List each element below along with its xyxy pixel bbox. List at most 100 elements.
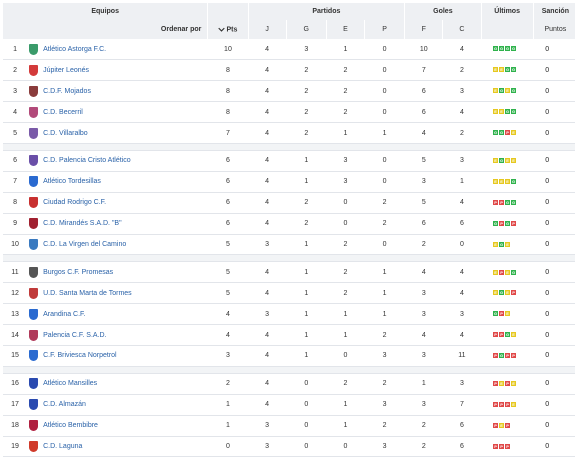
result-badge: P — [499, 401, 505, 407]
team-cell[interactable]: Júpiter Leonés — [27, 59, 208, 82]
table-row[interactable]: 10 C.D. La Virgen del Camino 5 3 1 2 0 2 0 E G E 0 — [3, 234, 575, 256]
team-name-link[interactable]: Burgos C.F. Promesas — [43, 268, 114, 276]
team-cell[interactable]: C.D. Almazán — [27, 394, 208, 416]
table-row[interactable]: 12 U.D. Santa Marta de Tormes 5 4 1 2 1 3 4 E G E P 0 — [3, 282, 575, 305]
team-name-link[interactable]: Atlético Astorga F.C. — [43, 45, 107, 53]
col-e[interactable]: E — [326, 20, 366, 39]
team-name-link[interactable]: Atlético Tordesillas — [43, 178, 101, 186]
table-row[interactable]: 1 Atlético Astorga F.C. 10 4 3 1 0 10 4 G G G G 0 — [3, 39, 575, 61]
table-row[interactable]: 13 Arandina C.F. 4 3 1 1 1 3 3 G P E 0 — [3, 303, 575, 326]
drawn-cell: 1 — [326, 122, 365, 144]
col-f[interactable]: F — [404, 20, 444, 39]
team-name-link[interactable]: C.D. Villaralbo — [43, 129, 88, 137]
position-cell: 11 — [3, 261, 28, 284]
played-cell: 4 — [248, 282, 287, 305]
result-badge: G — [499, 353, 505, 359]
points-cell: 8 — [207, 101, 249, 124]
col-j[interactable]: J — [248, 20, 287, 39]
penalty-points-cell: 0 — [533, 394, 575, 416]
table-row[interactable]: 4 C.D. Becerril 8 4 2 2 0 6 4 E E G G 0 — [3, 101, 575, 124]
col-c[interactable]: C — [442, 20, 482, 39]
table-row[interactable]: 8 Ciudad Rodrigo C.F. 6 4 2 0 2 5 4 P P G G 0 — [3, 192, 575, 214]
team-name-link[interactable]: C.D. Palencia Cristo Atlético — [43, 157, 131, 165]
table-row[interactable]: 14 Palencia C.F. S.A.D. 4 4 1 1 2 4 4 P P G E 0 — [3, 324, 575, 346]
table-row[interactable]: 5 C.D. Villaralbo 7 4 2 1 1 4 2 G G P E 0 — [3, 122, 575, 144]
result-badge: P — [499, 443, 505, 449]
table-row[interactable]: 15 C.F. Briviesca Norpetrol 3 4 1 0 3 3 11 P G P P 0 — [3, 345, 575, 367]
team-cell[interactable]: C.D. Becerril — [27, 101, 208, 124]
col-g[interactable]: G — [286, 20, 327, 39]
goals-for-cell: 6 — [404, 101, 443, 124]
team-name-link[interactable]: C.D. Almazán — [43, 401, 86, 409]
table-row[interactable]: 16 Atlético Mansilles 2 4 0 2 2 1 3 P E P E 0 — [3, 373, 575, 395]
team-cell[interactable]: C.D. Villaralbo — [27, 122, 208, 144]
table-row[interactable]: 17 C.D. Almazán 1 4 0 1 3 3 7 P P P E 0 — [3, 394, 575, 416]
position-cell: 17 — [3, 394, 28, 416]
team-name-link[interactable]: Atlético Mansilles — [43, 380, 98, 388]
position-cell: 13 — [3, 303, 28, 326]
position-cell: 4 — [3, 101, 28, 124]
played-cell: 4 — [248, 373, 287, 395]
header-row-groups: Equipos Partidos Goles Últimos Sanción — [3, 3, 575, 20]
team-name-link[interactable]: Júpiter Leonés — [43, 66, 90, 74]
table-row[interactable]: 18 Atlético Bembibre 1 3 0 1 2 2 6 P E P 0 — [3, 415, 575, 437]
table-row[interactable]: 2 Júpiter Leonés 8 4 2 2 0 7 2 E E G G 0 — [3, 59, 575, 82]
team-cell[interactable]: Atlético Mansilles — [27, 373, 208, 395]
team-cell[interactable]: C.D.F. Mojados — [27, 80, 208, 103]
team-name-link[interactable]: C.D. Laguna — [43, 442, 83, 450]
team-name-link[interactable]: C.D.F. Mojados — [43, 87, 91, 95]
team-name-link[interactable]: C.D. La Virgen del Camino — [43, 240, 127, 248]
table-row[interactable]: 11 Burgos C.F. Promesas 5 4 1 2 1 4 4 E P E G 0 — [3, 261, 575, 284]
goals-against-cell: 2 — [442, 59, 482, 82]
drawn-cell: 0 — [326, 436, 365, 458]
table-row[interactable]: 9 C.D. Mirandés S.A.D. "B" 6 4 2 0 2 6 6 G P G P 0 — [3, 213, 575, 235]
team-name-link[interactable]: Atlético Bembibre — [43, 422, 98, 430]
col-p[interactable]: P — [364, 20, 406, 39]
result-badge: P — [505, 443, 511, 449]
lost-cell: 2 — [364, 415, 405, 437]
drawn-cell: 1 — [326, 303, 365, 326]
team-cell[interactable]: Ciudad Rodrigo C.F. — [27, 192, 208, 214]
team-cell[interactable]: C.F. Briviesca Norpetrol — [27, 345, 208, 367]
team-cell[interactable]: Atlético Astorga F.C. — [27, 39, 208, 61]
played-cell: 3 — [248, 303, 287, 326]
team-crest-icon — [29, 399, 39, 411]
team-cell[interactable]: Arandina C.F. — [27, 303, 208, 326]
team-name-link[interactable]: Arandina C.F. — [43, 310, 86, 318]
team-cell[interactable]: Palencia C.F. S.A.D. — [27, 324, 208, 346]
lost-cell: 2 — [364, 213, 405, 235]
result-badge: P — [505, 401, 511, 407]
result-badge: P — [499, 332, 505, 338]
team-name-link[interactable]: Palencia C.F. S.A.D. — [43, 331, 107, 339]
result-badge: G — [499, 130, 505, 136]
team-cell[interactable]: C.D. Laguna — [27, 436, 208, 458]
team-name-link[interactable]: Ciudad Rodrigo C.F. — [43, 199, 107, 207]
team-name-link[interactable]: U.D. Santa Marta de Tormes — [43, 289, 132, 297]
team-cell[interactable]: U.D. Santa Marta de Tormes — [27, 282, 208, 305]
won-cell: 2 — [286, 101, 327, 124]
result-badge: P — [505, 422, 511, 428]
team-name-link[interactable]: C.D. Becerril — [43, 108, 83, 116]
result-badge: G — [499, 241, 505, 247]
table-row[interactable]: 19 C.D. Laguna 0 3 0 0 3 2 6 P P P 0 — [3, 436, 575, 458]
team-cell[interactable]: Burgos C.F. Promesas — [27, 261, 208, 284]
team-cell[interactable]: C.D. Palencia Cristo Atlético — [27, 150, 208, 172]
table-row[interactable]: 3 C.D.F. Mojados 8 4 2 2 0 6 3 E G E G 0 — [3, 80, 575, 103]
team-cell[interactable]: Atlético Bembibre — [27, 415, 208, 437]
drawn-cell: 1 — [326, 394, 365, 416]
lost-cell: 1 — [364, 282, 405, 305]
team-cell[interactable]: C.D. La Virgen del Camino — [27, 234, 208, 256]
team-crest-icon — [29, 64, 39, 76]
team-name-link[interactable]: C.D. Mirandés S.A.D. "B" — [43, 220, 122, 228]
table-row[interactable]: 6 C.D. Palencia Cristo Atlético 6 4 1 3 0 5 3 E G E… — [3, 150, 575, 172]
result-badge: P — [505, 380, 511, 386]
team-cell[interactable]: C.D. Mirandés S.A.D. "B" — [27, 213, 208, 235]
team-crest-icon — [29, 106, 39, 118]
sort-pts-button[interactable]: Pts — [207, 20, 249, 39]
team-name-link[interactable]: C.F. Briviesca Norpetrol — [43, 352, 117, 360]
table-row[interactable]: 7 Atlético Tordesillas 6 4 1 3 0 3 1 E E E G 0 — [3, 171, 575, 193]
team-cell[interactable]: Atlético Tordesillas — [27, 171, 208, 193]
